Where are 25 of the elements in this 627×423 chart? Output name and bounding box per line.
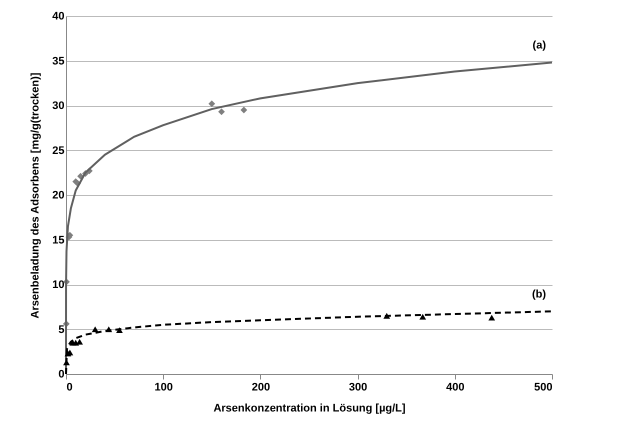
x-tick-label: 200 — [252, 382, 270, 394]
y-tick-label: 0 — [58, 368, 64, 380]
point — [208, 100, 216, 108]
x-tick-label: 300 — [348, 382, 368, 394]
y-tick-label: 25 — [52, 144, 64, 157]
annotation: (a) — [532, 40, 546, 52]
x-tick-label: 400 — [446, 382, 464, 394]
y-axis-title: Arsenbeladung des Adsorbens [mg/g(trocken)] — [29, 72, 42, 318]
y-tick-label: 30 — [52, 100, 64, 112]
y-tick-label: 20 — [52, 190, 64, 202]
point — [488, 314, 496, 321]
y-tick-label: 35 — [52, 55, 64, 68]
x-tick-label: 100 — [154, 382, 173, 394]
y-tick-label: 5 — [58, 324, 64, 336]
y-tick-label: 15 — [52, 234, 64, 246]
x-tick-label: 500 — [534, 382, 552, 394]
y-tick-label: 10 — [52, 279, 64, 291]
point — [218, 108, 225, 116]
x-tick-label: 0 — [66, 382, 73, 394]
annotation: (b) — [532, 288, 546, 300]
point — [240, 106, 248, 114]
point — [76, 338, 83, 345]
y-tick-label: 40 — [52, 10, 64, 22]
x-axis-title: Arsenkonzentration in Lösung [µg/L] — [213, 402, 406, 414]
point — [419, 314, 426, 320]
